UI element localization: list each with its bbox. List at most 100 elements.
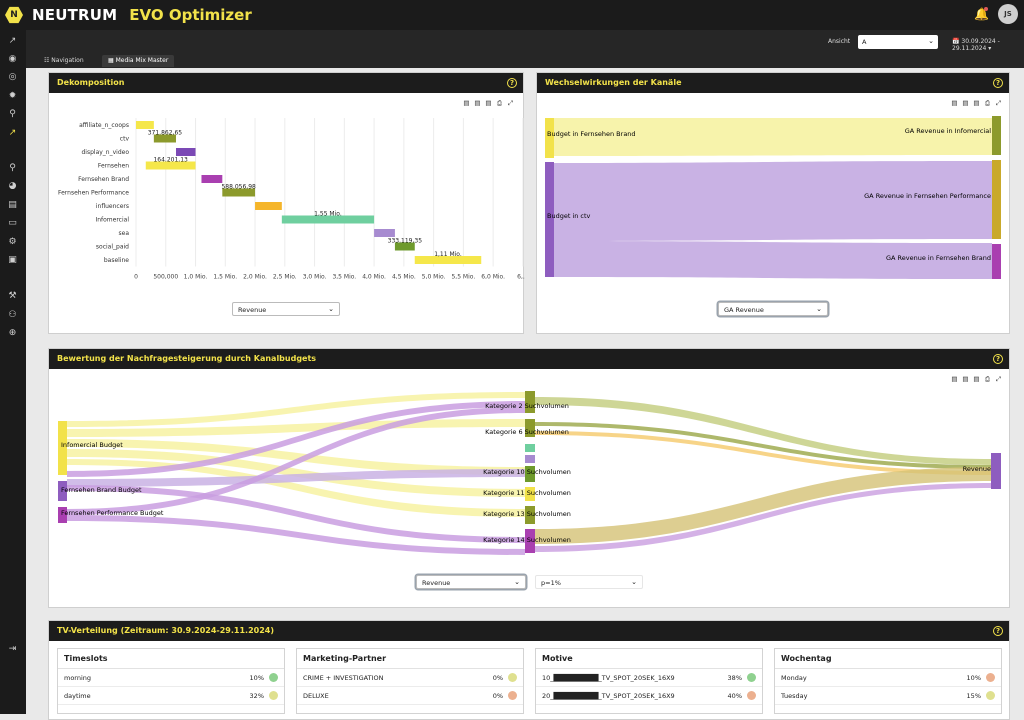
sankey-node xyxy=(545,162,554,277)
sankey-node xyxy=(545,118,554,158)
data-label: 1,11 Mio. xyxy=(434,251,462,258)
search-icon[interactable]: ⚲ xyxy=(9,163,16,173)
wechsel-metric-select[interactable]: GA Revenue ⌄ xyxy=(718,302,828,316)
csv-export-icon[interactable]: ▤ xyxy=(973,375,980,383)
sub-bar: Ansicht A ⌄ 📅 30.09.2024 - 29.11.2024 ▾ xyxy=(26,30,1024,54)
help-icon[interactable]: ? xyxy=(993,78,1003,88)
sankey-source-label: Fernsehen Performance Budget xyxy=(61,509,164,517)
y-tick-label: ctv xyxy=(120,136,130,143)
x-tick-label: 6,... xyxy=(517,274,525,281)
settings-icon[interactable]: ⚙ xyxy=(8,237,17,247)
card-timeslots: Timeslots morning 10% daytime 32% xyxy=(57,648,285,714)
y-tick-label: baseline xyxy=(104,257,129,264)
data-label: 371.862,65 xyxy=(148,130,183,137)
bewertung-p-select[interactable]: p=1% ⌄ xyxy=(535,575,643,589)
x-tick-label: 1,5 Mio. xyxy=(213,274,237,281)
sankey-node xyxy=(525,506,535,524)
fullscreen-icon[interactable]: ⤢ xyxy=(995,375,1002,383)
print-icon[interactable]: ⎙ xyxy=(496,99,503,107)
target-icon[interactable]: ◎ xyxy=(8,72,17,82)
sankey-node xyxy=(992,116,1001,155)
row-percent: 38% xyxy=(727,674,742,682)
logout-icon[interactable]: ⇥ xyxy=(8,644,17,654)
png-export-icon[interactable]: ▤ xyxy=(463,99,470,107)
status-dot xyxy=(747,673,756,682)
row-percent: 0% xyxy=(492,692,503,700)
tab-media-mix-master[interactable]: ▦ Media Mix Master xyxy=(102,55,175,67)
pdf-export-icon[interactable]: ▤ xyxy=(962,99,969,107)
date-range-text: 30.09.2024 - 29.11.2024 xyxy=(952,38,1000,52)
png-export-icon[interactable]: ▤ xyxy=(951,99,958,107)
line-chart-icon[interactable]: ↗ xyxy=(8,36,17,46)
users-icon[interactable]: ⚇ xyxy=(8,310,17,320)
bell-icon[interactable]: 🔔 xyxy=(974,7,989,21)
list-item: Tuesday 15% xyxy=(775,687,1001,705)
tool-icon[interactable]: ⚒ xyxy=(8,291,17,301)
csv-export-icon[interactable]: ▤ xyxy=(973,99,980,107)
plus-circle-icon[interactable]: ⊕ xyxy=(8,328,17,338)
list-item: DELUXE 0% xyxy=(297,687,523,705)
trend-icon[interactable]: ↗ xyxy=(8,128,17,138)
search-chart-icon[interactable]: ⚲ xyxy=(9,109,16,119)
export-toolbar: ▤ ▤ ▤ ⎙ ⤢ xyxy=(951,100,1002,107)
globe-icon[interactable]: ◕ xyxy=(8,181,17,191)
print-icon[interactable]: ⎙ xyxy=(984,375,991,383)
location-icon[interactable]: ◉ xyxy=(8,54,17,64)
sidebar: ↗ ◉ ◎ ✹ ⚲ ↗ ⚲ ◕ ▤ ▭ ⚙ ▣ ⚒ ⚇ ⊕ ⇥ xyxy=(0,30,26,714)
row-label: daytime xyxy=(64,692,91,700)
sankey-link xyxy=(67,515,525,555)
pdf-export-icon[interactable]: ▤ xyxy=(962,375,969,383)
help-icon[interactable]: ? xyxy=(507,78,517,88)
notification-dot xyxy=(984,7,988,11)
sankey-link xyxy=(554,161,992,241)
card-title: Motive xyxy=(536,649,762,669)
document-icon[interactable]: ▤ xyxy=(8,200,17,210)
compass-icon[interactable]: ✹ xyxy=(8,91,17,101)
help-icon[interactable]: ? xyxy=(993,626,1003,636)
help-icon[interactable]: ? xyxy=(993,354,1003,364)
logo-letter: N xyxy=(10,10,18,20)
decomp-metric-select[interactable]: Revenue ⌄ xyxy=(232,302,340,316)
fullscreen-icon[interactable]: ⤢ xyxy=(995,99,1002,107)
tab-label: Media Mix Master xyxy=(115,57,169,64)
sankey-middle-label: Kategorie 13 Suchvolumen xyxy=(483,510,571,518)
sankey-target-label: GA Revenue in Fernsehen Performance xyxy=(864,192,991,200)
row-label: Tuesday xyxy=(781,692,808,700)
neutrum-logo[interactable]: N xyxy=(5,6,23,24)
chevron-down-icon: ⌄ xyxy=(928,37,934,45)
row-label: DELUXE xyxy=(303,692,329,700)
x-tick-label: 1,0 Mio. xyxy=(184,274,208,281)
fullscreen-icon[interactable]: ⤢ xyxy=(507,99,514,107)
bewertung-metric-select[interactable]: Revenue ⌄ xyxy=(416,575,526,589)
sankey-link xyxy=(535,397,991,465)
avatar[interactable]: JS xyxy=(998,4,1018,24)
card-icon[interactable]: ▭ xyxy=(8,218,17,228)
top-bar: N NEUTRUM EVO Optimizer 🔔 JS xyxy=(0,0,1024,30)
png-export-icon[interactable]: ▤ xyxy=(951,375,958,383)
briefcase-icon[interactable]: ▣ xyxy=(8,255,17,265)
waterfall-bar xyxy=(136,121,154,129)
sankey-source-label: Budget in ctv xyxy=(547,212,591,220)
ansicht-select[interactable]: A ⌄ xyxy=(858,35,938,49)
app-name: EVO Optimizer xyxy=(129,6,252,24)
waterfall-chart: 0 500,000 1,0 Mio. 1,5 Mio. 2,0 Mio. 2,5 Mio.… xyxy=(58,118,525,281)
brand-name: NEUTRUM xyxy=(32,6,118,24)
chevron-down-icon: ⌄ xyxy=(328,305,334,313)
panel-title: TV-Verteilung (Zeitraum: 30.9.2024-29.11… xyxy=(57,626,275,635)
csv-export-icon[interactable]: ▤ xyxy=(485,99,492,107)
sankey-middle-label: Kategorie 6 Suchvolumen xyxy=(485,428,569,436)
x-tick-label: 4,0 Mio. xyxy=(362,274,386,281)
print-icon[interactable]: ⎙ xyxy=(984,99,991,107)
status-dot xyxy=(986,673,995,682)
tab-navigation[interactable]: ☷ Navigation xyxy=(44,57,84,64)
chevron-down-icon: ⌄ xyxy=(816,305,822,313)
list-item: daytime 32% xyxy=(58,687,284,705)
sankey-link xyxy=(535,431,991,475)
sankey-source-label: Budget in Fernsehen Brand xyxy=(547,130,636,138)
pdf-export-icon[interactable]: ▤ xyxy=(474,99,481,107)
waterfall-bar xyxy=(394,242,415,251)
sankey-target-label: GA Revenue in Fernsehen Brand xyxy=(886,254,991,262)
date-range-picker[interactable]: 📅 30.09.2024 - 29.11.2024 ▾ xyxy=(952,38,1000,52)
sankey-node xyxy=(992,160,1001,239)
sankey-node xyxy=(58,421,67,475)
